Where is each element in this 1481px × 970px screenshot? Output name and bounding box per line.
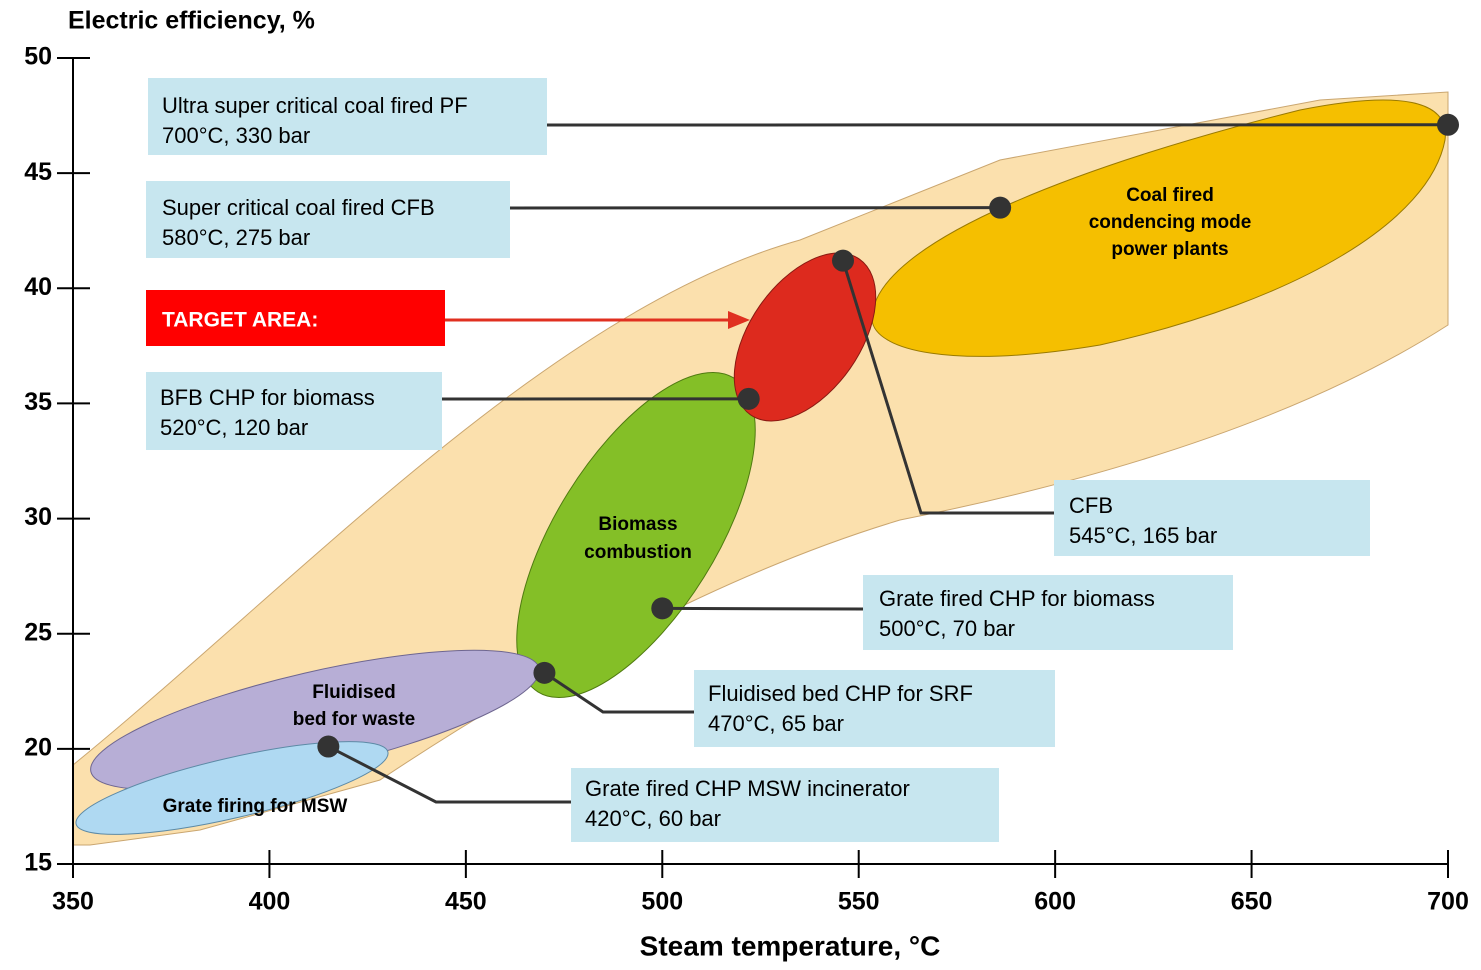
x-tick-label: 500 xyxy=(641,888,683,916)
annotation-text: 520°C, 120 bar xyxy=(160,415,308,440)
connector xyxy=(543,671,694,714)
annotation-box xyxy=(571,768,999,842)
region-label: Fluidised xyxy=(312,682,395,703)
target-region xyxy=(733,252,877,422)
point xyxy=(533,661,556,684)
annotation-text: 500°C, 70 bar xyxy=(879,616,1015,641)
target-label: TARGET AREA: xyxy=(162,309,318,332)
point xyxy=(832,249,854,272)
annotation-text: CFB xyxy=(1069,493,1113,518)
x-tick-label: 350 xyxy=(52,888,94,916)
connector xyxy=(841,260,1054,515)
annotation-box xyxy=(148,78,547,155)
region-label: Grate firing for MSW xyxy=(163,796,348,817)
annotation-text: 545°C, 165 bar xyxy=(1069,523,1217,548)
point xyxy=(317,735,340,758)
x-axis-title: Steam temperature, °C xyxy=(640,930,941,961)
x-tick-label: 550 xyxy=(838,888,880,916)
annotation-box xyxy=(863,575,1233,650)
annotation-text: 420°C, 60 bar xyxy=(585,806,721,831)
annotation-box xyxy=(1054,480,1370,556)
annotation-box xyxy=(694,670,1055,747)
point xyxy=(989,196,1012,219)
y-tick-label: 40 xyxy=(24,273,52,301)
point xyxy=(1437,113,1459,136)
annotation-text: Grate fired CHP for biomass xyxy=(879,586,1155,611)
x-tick-label: 600 xyxy=(1034,888,1076,916)
x-tick-label: 400 xyxy=(249,888,291,916)
y-tick-label: 25 xyxy=(24,618,52,646)
target-arrow-head xyxy=(728,311,750,329)
y-tick-label: 50 xyxy=(24,43,52,71)
region-label: Coal fired xyxy=(1126,185,1214,206)
connector xyxy=(327,745,571,804)
region-label: Biomass xyxy=(598,514,677,535)
y-tick-label: 15 xyxy=(24,849,52,877)
region-label: bed for waste xyxy=(293,709,415,730)
point xyxy=(737,387,760,410)
region-label: condencing mode xyxy=(1089,212,1252,233)
annotation-text: Fluidised bed CHP for SRF xyxy=(708,681,973,706)
target-box xyxy=(146,290,445,346)
x-tick-label: 650 xyxy=(1231,888,1273,916)
msw-region xyxy=(75,741,389,835)
x-tick-label: 450 xyxy=(445,888,487,916)
y-tick-label: 30 xyxy=(24,503,52,531)
y-axis-title: Electric efficiency, % xyxy=(68,7,315,35)
connector xyxy=(662,606,864,611)
x-tick-label: 700 xyxy=(1427,888,1469,916)
y-tick-label: 35 xyxy=(24,388,52,416)
region-label: combustion xyxy=(584,542,692,563)
region-label: power plants xyxy=(1111,239,1228,260)
annotation-text: Super critical coal fired CFB xyxy=(162,195,435,220)
annotation-text: 580°C, 275 bar xyxy=(162,225,310,250)
annotation-box xyxy=(146,372,442,450)
annotation-text: Ultra super critical coal fired PF xyxy=(162,93,468,118)
annotation-text: 700°C, 330 bar xyxy=(162,123,310,148)
y-tick-label: 45 xyxy=(24,158,52,186)
annotation-text: BFB CHP for biomass xyxy=(160,385,375,410)
coal-region xyxy=(871,99,1446,357)
y-tick-label: 20 xyxy=(24,733,52,761)
annotation-text: Grate fired CHP MSW incinerator xyxy=(585,776,910,801)
annotation-box xyxy=(146,181,510,258)
annotation-text: 470°C, 65 bar xyxy=(708,711,844,736)
point xyxy=(651,597,674,620)
